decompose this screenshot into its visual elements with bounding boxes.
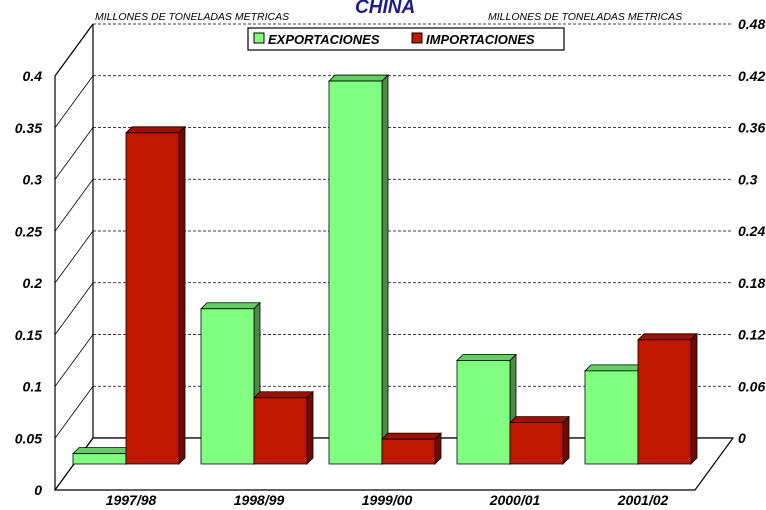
legend-box xyxy=(247,27,565,51)
bar-side-face xyxy=(690,332,698,465)
bar-front-face xyxy=(328,80,383,465)
bar-front-face xyxy=(125,132,180,465)
bar-side-face xyxy=(434,432,442,465)
bar-side-face xyxy=(178,125,186,465)
bar-importaciones-1998-99 xyxy=(253,390,314,465)
right-tick-label: 0.12 xyxy=(738,327,765,343)
bar-side-face xyxy=(562,415,570,465)
grid-line-side xyxy=(54,23,94,77)
category-label: 1998/99 xyxy=(234,492,285,508)
left-tick-label: 0.15 xyxy=(15,327,42,343)
grid-line-side xyxy=(54,75,94,128)
right-tick-label: 0.42 xyxy=(738,68,765,84)
right-axis-ticks: 0 0.06 0.12 0.18 0.24 0.3 0.36 0.42 0.48 xyxy=(738,16,765,446)
bar-top-face xyxy=(328,74,389,82)
category-label: 1997/98 xyxy=(106,492,157,508)
left-tick-label: 0.3 xyxy=(23,172,43,188)
bar-top-face xyxy=(253,391,314,399)
bar-front-face xyxy=(456,360,511,465)
bar-front-face xyxy=(381,438,436,465)
grid-line-side xyxy=(54,282,94,335)
left-axis-unit-label: MILLONES DE TONELADAS METRICAS xyxy=(95,11,289,23)
bar-importaciones-2001-02 xyxy=(637,332,698,465)
right-tick-label: 0.18 xyxy=(738,275,765,291)
bar-exportaciones-1999-00 xyxy=(328,74,389,465)
legend-label-importaciones: IMPORTACIONES xyxy=(426,32,535,47)
category-label: 1999/00 xyxy=(362,492,413,508)
bar-front-face xyxy=(200,308,255,465)
left-tick-label: 0.4 xyxy=(23,68,43,84)
grid-line-side xyxy=(54,127,94,180)
left-tick-label: 0 xyxy=(34,482,42,498)
bar-exportaciones-2000-01 xyxy=(456,353,517,465)
bar-side-face xyxy=(306,390,314,465)
grid-line-side xyxy=(54,230,94,284)
left-tick-label: 0.35 xyxy=(15,120,42,136)
right-tick-label: 0.3 xyxy=(738,171,758,187)
legend: EXPORTACIONES IMPORTACIONES xyxy=(247,27,565,51)
right-axis-unit-label: MILLONES DE TONELADAS METRICAS xyxy=(488,11,682,23)
bar-importaciones-2000-01 xyxy=(509,415,570,465)
grid-line-side xyxy=(54,179,94,232)
bar-exportaciones-1997-98 xyxy=(72,446,133,465)
legend-swatch-importaciones xyxy=(411,32,423,44)
bar-top-face xyxy=(509,416,570,424)
category-label: 2000/01 xyxy=(489,492,541,508)
right-tick-label: 0.48 xyxy=(738,16,765,32)
grid-lines xyxy=(54,23,733,439)
bar-front-face xyxy=(637,339,692,465)
right-tick-label: 0.24 xyxy=(738,223,765,239)
bar-top-face xyxy=(381,432,442,440)
left-axis-ticks: 0 0.05 0.1 0.15 0.2 0.25 0.3 0.35 0.4 xyxy=(15,68,42,498)
category-label: 2001/02 xyxy=(617,492,669,508)
right-tick-label: 0.36 xyxy=(738,120,765,136)
bar-top-face xyxy=(72,447,133,455)
bar-top-face xyxy=(456,354,517,361)
left-tick-label: 0.25 xyxy=(15,223,42,239)
chart-title: CHINA xyxy=(355,0,415,18)
bar-front-face xyxy=(253,397,308,465)
bar-exportaciones-2001-02 xyxy=(584,363,645,465)
grid-line-side xyxy=(54,386,94,439)
category-labels: 1997/98 1998/99 1999/00 2000/01 2001/02 xyxy=(106,492,669,508)
legend-swatch-exportaciones xyxy=(253,32,265,44)
bar-side-face xyxy=(381,74,389,465)
bar-importaciones-1997-98 xyxy=(125,125,186,465)
bar-front-face xyxy=(72,453,127,465)
bar-front-face xyxy=(584,370,639,465)
bar-top-face xyxy=(200,302,261,310)
left-tick-label: 0.2 xyxy=(23,275,43,291)
left-tick-label: 0.1 xyxy=(23,379,43,395)
legend-label-exportaciones: EXPORTACIONES xyxy=(268,32,380,47)
grid-line-side xyxy=(54,334,94,387)
bar-top-face xyxy=(125,126,186,134)
bar-importaciones-1999-00 xyxy=(381,432,442,465)
left-tick-label: 0.05 xyxy=(15,430,42,446)
right-tick-label: 0.06 xyxy=(738,378,765,394)
bar-top-face xyxy=(637,333,698,341)
bar-top-face xyxy=(584,364,645,372)
bars-layer xyxy=(72,74,698,465)
right-tick-label: 0 xyxy=(738,430,746,446)
bar-exportaciones-1998-99 xyxy=(200,301,261,465)
bar-front-face xyxy=(509,422,564,465)
